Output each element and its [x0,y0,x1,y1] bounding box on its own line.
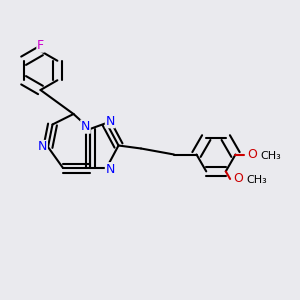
Text: CH₃: CH₃ [247,176,267,185]
Text: O: O [248,148,258,161]
Text: N: N [105,115,115,128]
Text: N: N [105,163,115,176]
Text: F: F [37,39,44,52]
Text: N: N [38,140,47,154]
Text: N: N [81,120,90,133]
Text: O: O [234,172,244,185]
Text: CH₃: CH₃ [261,151,281,161]
